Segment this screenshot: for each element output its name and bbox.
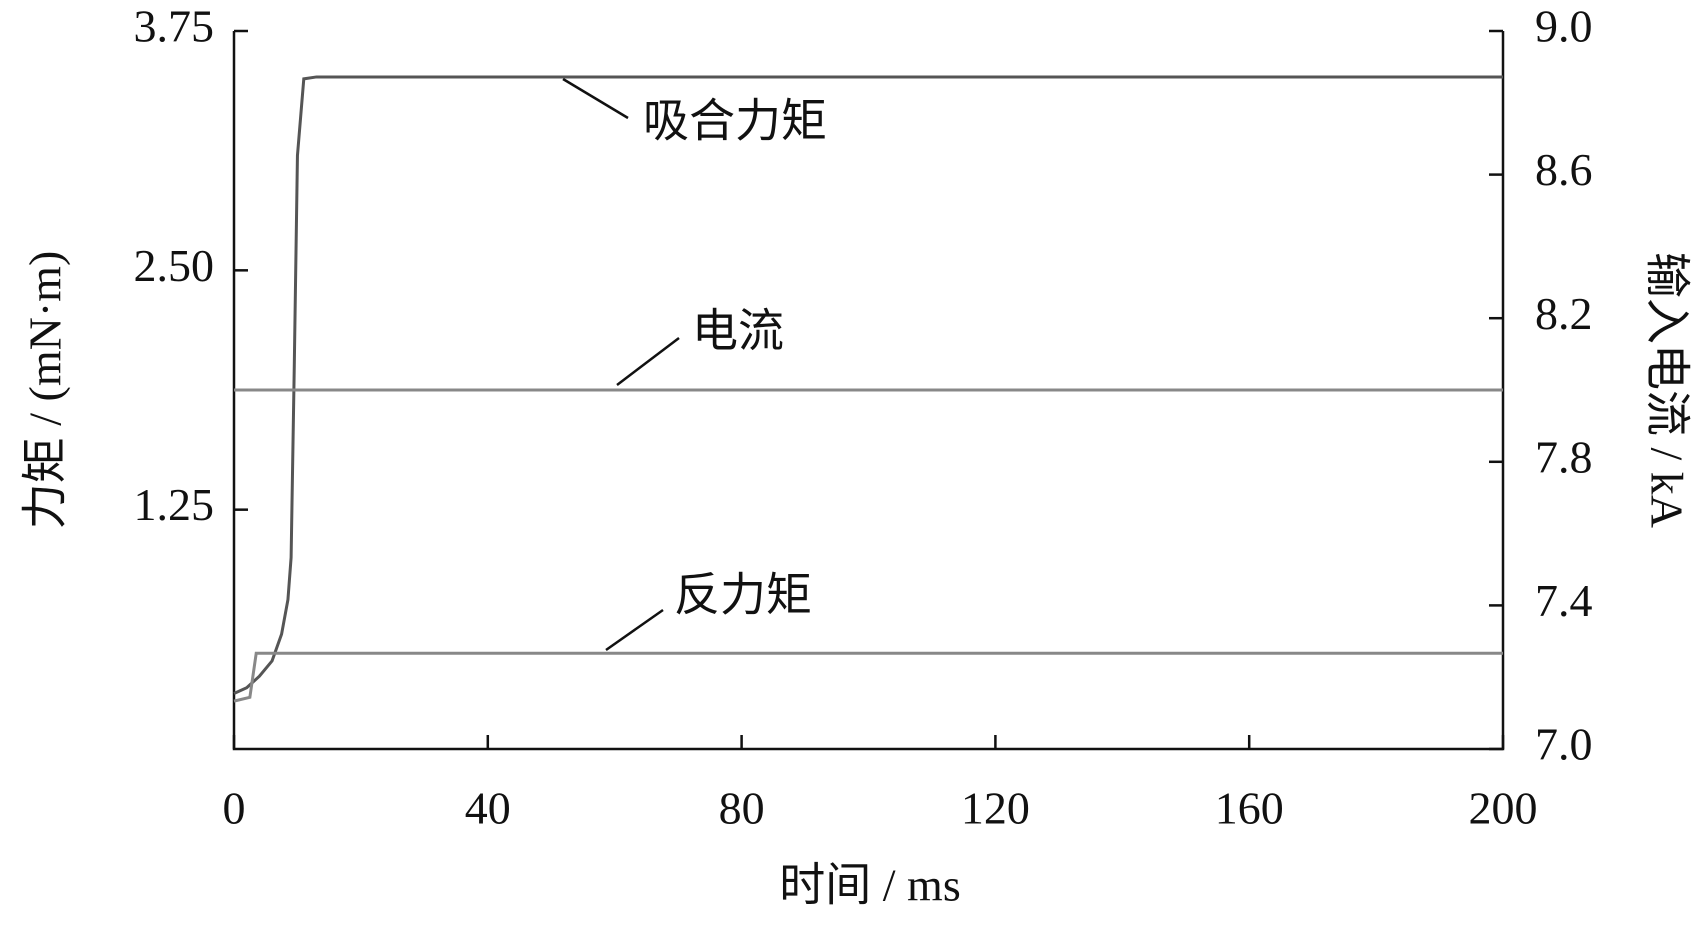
- y2-tick-label: 8.2: [1535, 288, 1593, 339]
- y-tick-label: 2.50: [134, 240, 215, 291]
- annotation: 电流: [692, 306, 784, 357]
- x-tick-label: 80: [719, 783, 765, 834]
- y2-tick-label: 8.6: [1535, 144, 1593, 195]
- series-line: [233, 75, 1503, 695]
- leader-line: [605, 608, 664, 652]
- y-axis-label: 力矩 / (mN·m): [20, 251, 71, 530]
- x-tick-label: 0: [223, 783, 246, 834]
- series-line: [233, 651, 1503, 703]
- y2-axis-label: 输入电流 / kA: [1641, 252, 1692, 528]
- y2-tick-label: 7.4: [1535, 575, 1593, 626]
- y2-tick-label: 9.0: [1535, 1, 1593, 52]
- y2-tick-label: 7.0: [1535, 719, 1593, 770]
- x-tick-label: 160: [1215, 783, 1284, 834]
- leader-line: [616, 337, 680, 386]
- x-tick-label: 200: [1469, 783, 1538, 834]
- x-tick-label: 40: [465, 783, 511, 834]
- annotation: 吸合力矩: [643, 96, 827, 147]
- x-tick-label: 120: [961, 783, 1030, 834]
- y2-tick-label: 7.8: [1535, 431, 1593, 482]
- x-axis-label: 时间 / ms: [779, 860, 960, 911]
- leader-line: [562, 77, 629, 120]
- annotation: 反力矩: [674, 570, 812, 621]
- y-tick-label: 1.25: [134, 479, 215, 530]
- y-tick-label: 3.75: [134, 1, 215, 52]
